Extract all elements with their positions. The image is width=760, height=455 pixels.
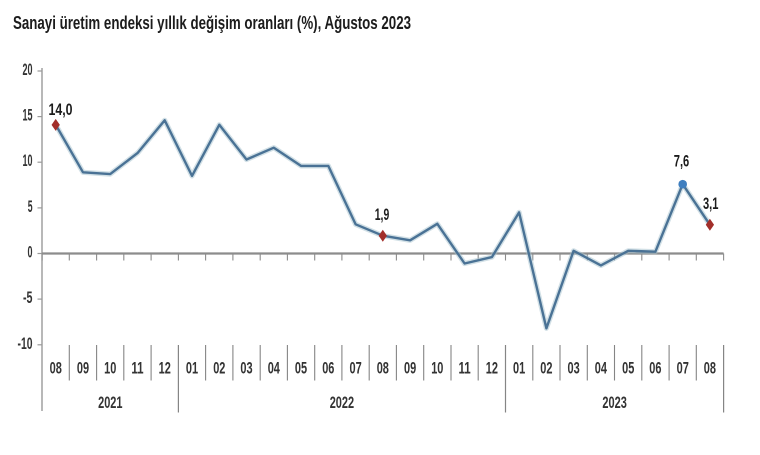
svg-text:0: 0: [28, 243, 33, 262]
svg-text:02: 02: [540, 359, 552, 378]
svg-text:02: 02: [213, 359, 225, 378]
svg-text:3,1: 3,1: [703, 194, 719, 213]
svg-text:10: 10: [23, 151, 33, 170]
svg-text:12: 12: [486, 359, 498, 378]
svg-text:07: 07: [350, 359, 362, 378]
svg-text:2023: 2023: [602, 393, 626, 412]
svg-text:06: 06: [322, 359, 334, 378]
svg-text:03: 03: [240, 359, 252, 378]
svg-text:20: 20: [23, 60, 33, 79]
svg-text:11: 11: [459, 359, 471, 378]
svg-text:14,0: 14,0: [49, 100, 73, 119]
svg-text:05: 05: [622, 359, 634, 378]
svg-text:10: 10: [431, 359, 443, 378]
svg-text:08: 08: [377, 359, 389, 378]
svg-text:04: 04: [595, 359, 608, 378]
svg-text:09: 09: [404, 359, 416, 378]
svg-text:01: 01: [513, 359, 525, 378]
svg-text:05: 05: [295, 359, 307, 378]
svg-text:10: 10: [104, 359, 116, 378]
svg-text:Sanayi üretim endeksi yıllık d: Sanayi üretim endeksi yıllık değişim ora…: [13, 13, 411, 33]
svg-text:7,6: 7,6: [674, 152, 690, 171]
svg-text:5: 5: [28, 197, 33, 216]
svg-text:15: 15: [23, 106, 33, 125]
svg-text:11: 11: [131, 359, 143, 378]
svg-text:01: 01: [186, 359, 198, 378]
svg-text:2022: 2022: [330, 393, 354, 412]
svg-text:08: 08: [704, 359, 716, 378]
svg-text:12: 12: [159, 359, 171, 378]
svg-text:08: 08: [50, 359, 62, 378]
svg-text:03: 03: [568, 359, 580, 378]
svg-text:1,9: 1,9: [375, 205, 390, 224]
svg-text:07: 07: [677, 359, 689, 378]
svg-text:04: 04: [268, 359, 281, 378]
svg-text:-10: -10: [18, 334, 33, 353]
svg-text:-5: -5: [23, 288, 33, 307]
svg-text:06: 06: [649, 359, 661, 378]
svg-text:2021: 2021: [98, 393, 122, 412]
svg-text:09: 09: [77, 359, 89, 378]
